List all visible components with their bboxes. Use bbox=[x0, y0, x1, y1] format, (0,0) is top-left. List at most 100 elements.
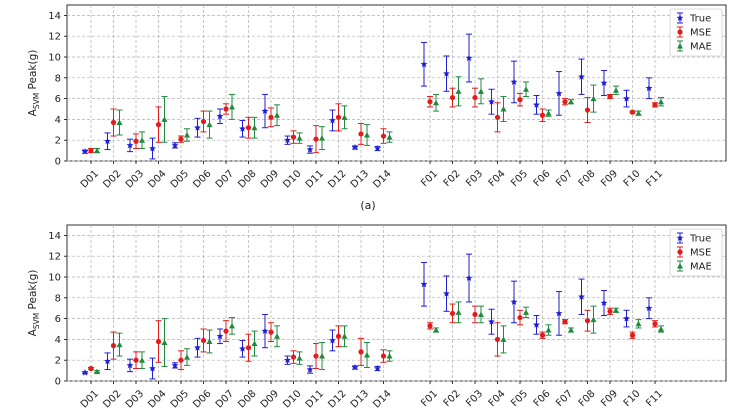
data-point-mae bbox=[455, 309, 462, 315]
data-point-true bbox=[374, 144, 381, 152]
legend-marker-true bbox=[676, 14, 684, 21]
data-point-mae bbox=[433, 99, 439, 106]
data-point-mae bbox=[613, 87, 619, 93]
data-point-mae bbox=[274, 333, 280, 339]
data-point-mae bbox=[658, 98, 664, 105]
data-point-true bbox=[104, 137, 111, 145]
data-point-mse bbox=[133, 357, 139, 363]
data-point-true bbox=[600, 299, 608, 306]
data-point-true bbox=[645, 304, 653, 312]
data-point-true bbox=[510, 78, 518, 85]
data-point-true bbox=[488, 318, 495, 325]
data-point-mse bbox=[178, 357, 184, 363]
data-point-mae bbox=[568, 327, 574, 333]
data-point-true bbox=[126, 361, 134, 369]
data-point-mae bbox=[319, 135, 325, 141]
x-tick-label: D10 bbox=[281, 388, 303, 410]
data-point-mse bbox=[110, 119, 117, 126]
data-point-true bbox=[351, 363, 359, 371]
data-point-mse bbox=[268, 114, 274, 120]
x-tick-label: F09 bbox=[599, 168, 620, 189]
data-point-mae bbox=[364, 352, 370, 358]
data-point-true bbox=[171, 141, 179, 149]
data-point-true bbox=[420, 60, 428, 68]
x-tick-label: F06 bbox=[532, 168, 553, 189]
data-point-true bbox=[555, 309, 563, 317]
x-tick-label: D01 bbox=[79, 168, 101, 190]
legend-label: MAE bbox=[690, 42, 712, 53]
data-point-mae bbox=[500, 336, 507, 342]
legend: True MSE MAE bbox=[669, 228, 723, 277]
legend-marker-true bbox=[676, 234, 684, 241]
x-tick-label: D11 bbox=[304, 168, 326, 190]
x-tick-label: D06 bbox=[191, 168, 213, 190]
data-point-mae bbox=[635, 320, 642, 327]
y-tick-label: 12 bbox=[48, 32, 61, 43]
data-point-mse bbox=[607, 308, 613, 314]
data-point-mse bbox=[88, 148, 94, 154]
legend-label: MSE bbox=[690, 248, 711, 259]
data-point-mae bbox=[523, 309, 529, 315]
data-point-mae bbox=[590, 316, 597, 323]
data-point-mse bbox=[200, 337, 207, 344]
x-tick-label: F10 bbox=[622, 168, 643, 189]
data-point-mae bbox=[274, 112, 280, 118]
x-tick-label: D06 bbox=[191, 388, 213, 410]
x-tick-label: F09 bbox=[599, 388, 620, 409]
x-tick-label: D02 bbox=[101, 168, 123, 190]
data-point-true bbox=[306, 145, 314, 153]
data-point-true bbox=[533, 321, 540, 328]
data-point-true bbox=[261, 327, 269, 334]
data-point-mae bbox=[161, 339, 168, 346]
legend-marker-mse bbox=[677, 249, 683, 255]
data-point-mae bbox=[455, 88, 462, 94]
data-point-true bbox=[81, 369, 89, 376]
data-point-true bbox=[239, 125, 246, 132]
y-tick-label: 4 bbox=[55, 335, 61, 346]
x-tick-label: D13 bbox=[349, 388, 371, 410]
data-point-mse bbox=[472, 311, 478, 318]
data-point-mae bbox=[364, 132, 370, 138]
data-point-mse bbox=[380, 353, 387, 359]
x-tick-label: D14 bbox=[371, 168, 393, 190]
data-point-true bbox=[126, 141, 134, 149]
x-tick-label: F07 bbox=[554, 168, 575, 189]
y-axis-label: ASVM Peak(g) bbox=[27, 50, 41, 117]
data-point-mae bbox=[545, 110, 552, 116]
legend: True MSE MAE bbox=[669, 8, 723, 57]
y-tick-label: 8 bbox=[55, 73, 61, 84]
x-tick-label: D01 bbox=[79, 388, 101, 410]
data-point-mae bbox=[296, 355, 303, 361]
data-point-true bbox=[578, 73, 585, 80]
data-point-mse bbox=[539, 332, 546, 338]
x-tick-label: F04 bbox=[487, 388, 508, 409]
data-point-true bbox=[329, 336, 336, 344]
data-point-true bbox=[149, 144, 156, 152]
plot-area bbox=[66, 4, 727, 162]
y-tick-label: 12 bbox=[48, 252, 61, 263]
data-point-true bbox=[533, 101, 540, 108]
series-mse bbox=[88, 303, 658, 372]
data-point-mae bbox=[229, 322, 235, 329]
data-point-mae bbox=[545, 327, 552, 333]
series-mae bbox=[94, 76, 664, 154]
data-point-true bbox=[284, 136, 291, 144]
data-point-mse bbox=[155, 338, 162, 345]
data-point-mae bbox=[251, 340, 258, 347]
x-tick-label: D10 bbox=[281, 168, 303, 190]
x-tick-label: D08 bbox=[236, 388, 258, 410]
data-point-mae bbox=[94, 368, 100, 375]
data-point-mse bbox=[584, 107, 591, 113]
data-point-mae bbox=[478, 88, 484, 94]
y-tick-label: 2 bbox=[55, 136, 61, 147]
data-point-true bbox=[374, 364, 381, 372]
data-point-mae bbox=[184, 132, 190, 138]
data-point-true bbox=[194, 344, 201, 351]
x-tick-label: D05 bbox=[169, 388, 191, 410]
x-tick-label: D04 bbox=[146, 168, 168, 190]
data-point-mse bbox=[313, 353, 319, 359]
x-tick-label: D07 bbox=[214, 168, 236, 190]
data-point-mse bbox=[494, 336, 501, 342]
y-tick-label: 0 bbox=[55, 157, 61, 168]
